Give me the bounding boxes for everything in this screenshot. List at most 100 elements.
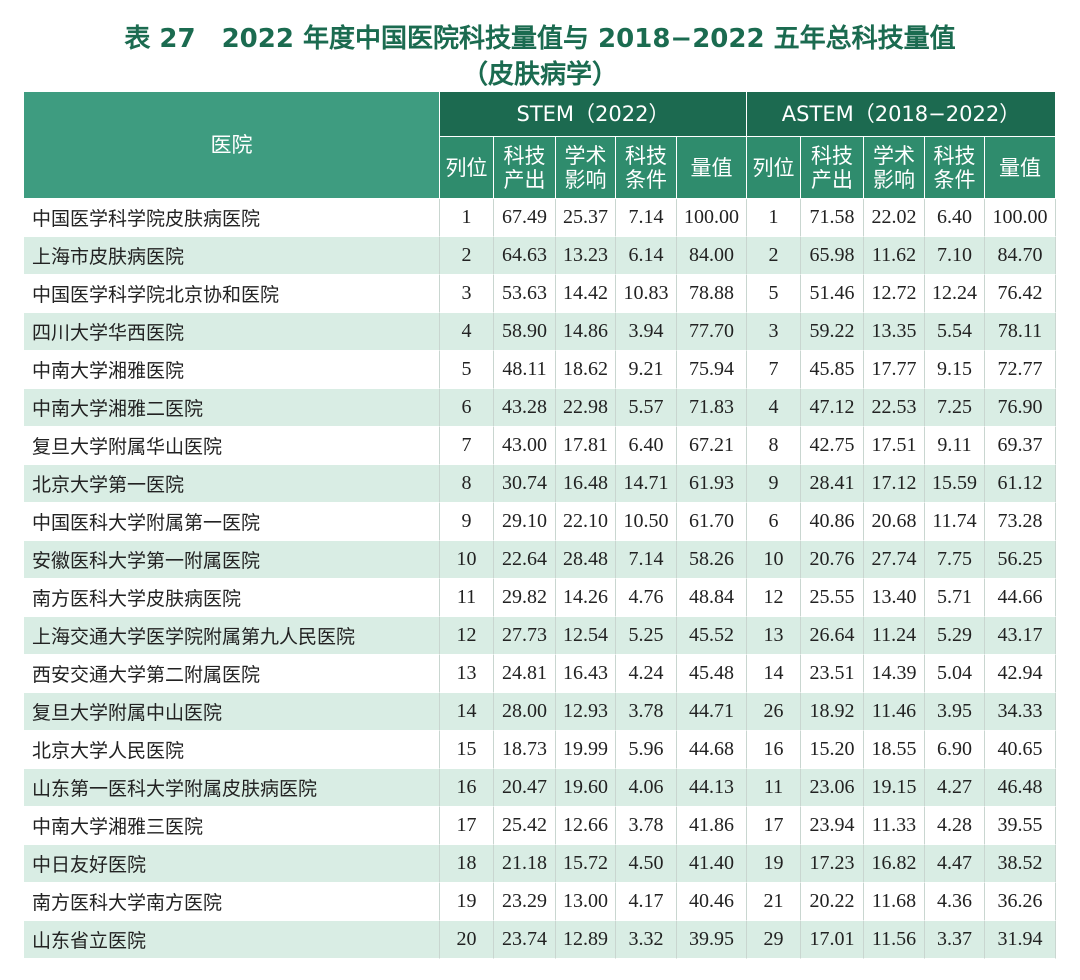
table-cell: 53.63 bbox=[494, 275, 556, 313]
table-cell: 4.47 bbox=[925, 845, 985, 883]
table-cell: 6 bbox=[747, 503, 801, 541]
table-cell: 10.50 bbox=[616, 503, 677, 541]
hospital-name: 中南大学湘雅三医院 bbox=[24, 807, 440, 845]
table-cell: 18.55 bbox=[864, 731, 925, 769]
table-cell: 3.95 bbox=[925, 693, 985, 731]
table-cell: 9 bbox=[747, 465, 801, 503]
table-cell: 14.26 bbox=[556, 579, 616, 617]
hospital-name: 上海市皮肤病医院 bbox=[24, 237, 440, 275]
table-cell: 6.40 bbox=[616, 427, 677, 465]
table-cell: 78.11 bbox=[985, 313, 1056, 351]
table-cell: 5 bbox=[747, 275, 801, 313]
table-cell: 5.57 bbox=[616, 389, 677, 427]
table-cell: 14.42 bbox=[556, 275, 616, 313]
table-cell: 13 bbox=[747, 617, 801, 655]
table-cell: 14 bbox=[747, 655, 801, 693]
table-cell: 1 bbox=[440, 199, 494, 237]
table-cell: 15.72 bbox=[556, 845, 616, 883]
table-cell: 6.40 bbox=[925, 199, 985, 237]
hospital-header: 医院 bbox=[24, 92, 440, 199]
table-cell: 100.00 bbox=[985, 199, 1056, 237]
table-cell: 11.56 bbox=[864, 921, 925, 959]
table-cell: 11.24 bbox=[864, 617, 925, 655]
table-cell: 67.49 bbox=[494, 199, 556, 237]
table-cell: 3.78 bbox=[616, 693, 677, 731]
table-cell: 28.48 bbox=[556, 541, 616, 579]
table-cell: 9.21 bbox=[616, 351, 677, 389]
hospital-name: 中国医科大学附属第一医院 bbox=[24, 503, 440, 541]
column-header: 量值 bbox=[985, 137, 1056, 199]
table-cell: 23.51 bbox=[801, 655, 864, 693]
column-header: 科技 产出 bbox=[801, 137, 864, 199]
table-cell: 44.71 bbox=[677, 693, 747, 731]
table-cell: 5 bbox=[440, 351, 494, 389]
table-cell: 10 bbox=[440, 541, 494, 579]
table-cell: 42.75 bbox=[801, 427, 864, 465]
table-cell: 21 bbox=[747, 883, 801, 921]
table-cell: 2 bbox=[440, 237, 494, 275]
table-cell: 48.11 bbox=[494, 351, 556, 389]
table-cell: 4 bbox=[747, 389, 801, 427]
table-cell: 20.22 bbox=[801, 883, 864, 921]
hospital-name: 上海交通大学医学院附属第九人民医院 bbox=[24, 617, 440, 655]
hospital-name: 北京大学人民医院 bbox=[24, 731, 440, 769]
table-cell: 28.41 bbox=[801, 465, 864, 503]
table-cell: 15.59 bbox=[925, 465, 985, 503]
table-cell: 36.26 bbox=[985, 883, 1056, 921]
table-cell: 20.47 bbox=[494, 769, 556, 807]
table-cell: 11 bbox=[440, 579, 494, 617]
table-cell: 7.14 bbox=[616, 199, 677, 237]
header-line: 科技 bbox=[503, 143, 546, 168]
table-cell: 72.77 bbox=[985, 351, 1056, 389]
table-cell: 5.96 bbox=[616, 731, 677, 769]
hospital-name: 中日友好医院 bbox=[24, 845, 440, 883]
table-cell: 21.18 bbox=[494, 845, 556, 883]
table-cell: 3.37 bbox=[925, 921, 985, 959]
table-cell: 18 bbox=[440, 845, 494, 883]
table-cell: 11 bbox=[747, 769, 801, 807]
table-cell: 4.28 bbox=[925, 807, 985, 845]
table-cell: 41.40 bbox=[677, 845, 747, 883]
table-cell: 12 bbox=[747, 579, 801, 617]
table-cell: 76.90 bbox=[985, 389, 1056, 427]
table-cell: 61.70 bbox=[677, 503, 747, 541]
table-cell: 25.37 bbox=[556, 199, 616, 237]
table-cell: 71.58 bbox=[801, 199, 864, 237]
table-cell: 17 bbox=[440, 807, 494, 845]
table-cell: 18.62 bbox=[556, 351, 616, 389]
table-cell: 14.71 bbox=[616, 465, 677, 503]
table-cell: 44.13 bbox=[677, 769, 747, 807]
table-cell: 9 bbox=[440, 503, 494, 541]
table-cell: 100.00 bbox=[677, 199, 747, 237]
table-cell: 19 bbox=[747, 845, 801, 883]
table-cell: 4.17 bbox=[616, 883, 677, 921]
table-cell: 45.52 bbox=[677, 617, 747, 655]
table-cell: 12.24 bbox=[925, 275, 985, 313]
table-cell: 3.32 bbox=[616, 921, 677, 959]
table-cell: 27.73 bbox=[494, 617, 556, 655]
table-cell: 26 bbox=[747, 693, 801, 731]
table-cell: 8 bbox=[440, 465, 494, 503]
table-cell: 4.27 bbox=[925, 769, 985, 807]
table-cell: 7.75 bbox=[925, 541, 985, 579]
table-cell: 9.15 bbox=[925, 351, 985, 389]
table-cell: 19.60 bbox=[556, 769, 616, 807]
header-line: 列位 bbox=[752, 155, 795, 180]
table-cell: 7 bbox=[747, 351, 801, 389]
table-cell: 19.15 bbox=[864, 769, 925, 807]
header-line: 科技 bbox=[933, 143, 976, 168]
table-cell: 12.89 bbox=[556, 921, 616, 959]
table-cell: 7.14 bbox=[616, 541, 677, 579]
table-cell: 13.00 bbox=[556, 883, 616, 921]
header-line: 影响 bbox=[564, 167, 607, 192]
table-cell: 14.86 bbox=[556, 313, 616, 351]
table-cell: 3.78 bbox=[616, 807, 677, 845]
table-cell: 84.70 bbox=[985, 237, 1056, 275]
table-cell: 40.86 bbox=[801, 503, 864, 541]
table-cell: 17.01 bbox=[801, 921, 864, 959]
table-cell: 61.93 bbox=[677, 465, 747, 503]
table-cell: 73.28 bbox=[985, 503, 1056, 541]
table-cell: 65.98 bbox=[801, 237, 864, 275]
table-cell: 6 bbox=[440, 389, 494, 427]
